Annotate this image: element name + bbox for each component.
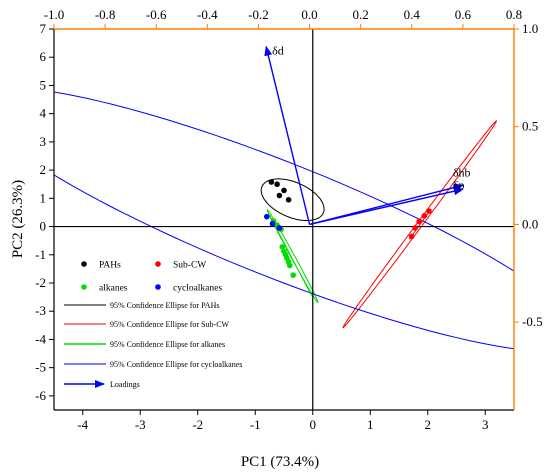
point-pahs-3 — [276, 192, 283, 199]
legend-label-0: PAHs — [99, 261, 121, 271]
y-tick-label-4: -2 — [35, 275, 46, 290]
point-sub-cw-2 — [416, 218, 422, 225]
point-pahs-2 — [281, 187, 287, 194]
point-sub-cw-4 — [426, 208, 432, 214]
legend-label-1: Sub-CW — [173, 261, 206, 271]
legend-marker-0 — [81, 261, 87, 267]
y-tick-label-12: 6 — [40, 49, 47, 64]
ellipse-1 — [342, 120, 497, 329]
y-tick-label-10: 4 — [40, 106, 47, 121]
regression-line-1 — [269, 215, 313, 296]
x2-tick-label-7: 0.4 — [404, 7, 421, 22]
loading-arrow-2 — [309, 187, 464, 226]
x2-tick-label-9: 0.8 — [506, 7, 522, 22]
point-pahs-0 — [268, 179, 275, 185]
x-tick-label-6: 2 — [425, 417, 432, 432]
y-tick-label-6: 0 — [40, 219, 47, 234]
x-tick-label-4: 0 — [310, 417, 317, 432]
y2-tick-label-0: -0.5 — [522, 314, 543, 329]
x2-tick-label-5: 0.0 — [301, 7, 317, 22]
legend: PAHs Sub-CW alkanes cycloalkanes 95% Confide… — [64, 261, 242, 389]
point-sub-cw-3 — [421, 213, 428, 219]
x2-tick-label-3: -0.4 — [197, 7, 218, 22]
legend-label-4: 95% Confidence Ellipse for PAHs — [110, 301, 219, 310]
x2-tick-label-0: -1.0 — [44, 7, 65, 22]
y-tick-label-5: -1 — [35, 247, 46, 262]
x-tick-label-0: -4 — [77, 417, 88, 432]
point-cycloalkanes-0 — [263, 213, 270, 220]
point-pahs-4 — [285, 196, 292, 203]
point-sub-cw-0 — [408, 233, 415, 240]
loading-label-1: δhb — [453, 165, 471, 179]
x-tick-label-5: 1 — [367, 417, 374, 432]
x2-tick-label-6: 0.2 — [353, 7, 369, 22]
point-alkanes-9 — [290, 272, 297, 278]
y-tick-label-7: 1 — [40, 190, 47, 205]
x2-tick-label-2: -0.6 — [146, 7, 167, 22]
y2-tick-label-3: 1.0 — [522, 21, 538, 36]
x2-tick-label-8: 0.6 — [455, 7, 472, 22]
y-tick-label-0: -6 — [35, 388, 46, 403]
legend-marker-2 — [81, 284, 87, 290]
y2-tick-label-2: 0.5 — [522, 119, 538, 134]
point-pahs-1 — [274, 181, 280, 188]
point-alkanes-8 — [286, 262, 293, 269]
y-tick-label-2: -4 — [35, 331, 46, 346]
regression-lines — [269, 208, 432, 296]
y-tick-label-11: 5 — [40, 77, 47, 92]
y-tick-label-8: 2 — [40, 162, 47, 177]
legend-marker-1 — [155, 261, 161, 267]
legend-marker-3 — [155, 284, 161, 290]
y-tick-label-9: 3 — [40, 134, 47, 149]
legend-label-6: 95% Confidence Ellipse for alkanes — [110, 340, 225, 349]
x2-tick-label-4: -0.2 — [248, 7, 269, 22]
zero-axes — [54, 29, 514, 410]
x-tick-label-1: -3 — [135, 417, 146, 432]
x-axis-title: PC1 (73.4%) — [241, 454, 319, 470]
point-cycloalkanes-2 — [276, 225, 283, 231]
data-points — [263, 179, 432, 278]
point-cycloalkanes-1 — [269, 220, 276, 227]
legend-label-5: 95% Confidence Ellipse for Sub-CW — [110, 320, 230, 329]
legend-label-2: alkanes — [99, 284, 128, 294]
loading-arrow-0 — [264, 45, 311, 225]
y-tick-label-13: 7 — [40, 21, 47, 36]
x-tick-label-3: -1 — [250, 417, 261, 432]
x2-tick-label-1: -0.8 — [95, 7, 116, 22]
y-tick-label-1: -5 — [35, 360, 46, 375]
x-tick-label-2: -2 — [192, 417, 203, 432]
legend-label-8: Loadings — [110, 380, 140, 389]
loading-label-2: δp — [453, 178, 465, 192]
ellipse-3 — [54, 91, 514, 350]
loading-label-0: δd — [272, 44, 284, 58]
y2-tick-label-1: 0.0 — [522, 216, 538, 231]
point-sub-cw-1 — [412, 225, 418, 231]
axes: -4 -3 -2 -1 0 1 2 3 -6 -5 -4 -3 -2 -1 0 1 2 3 4 5 6 7-1.0 -0.8… — [35, 7, 542, 432]
legend-label-7: 95% Confidence Ellipse for cycloalkanes — [110, 360, 242, 369]
legend-label-3: cycloalkanes — [173, 284, 222, 294]
point-alkanes-3 — [279, 244, 286, 250]
x-tick-label-7: 3 — [482, 417, 489, 432]
y-tick-label-3: -3 — [35, 303, 46, 318]
y-axis-title: PC2 (26.3%) — [10, 180, 26, 258]
